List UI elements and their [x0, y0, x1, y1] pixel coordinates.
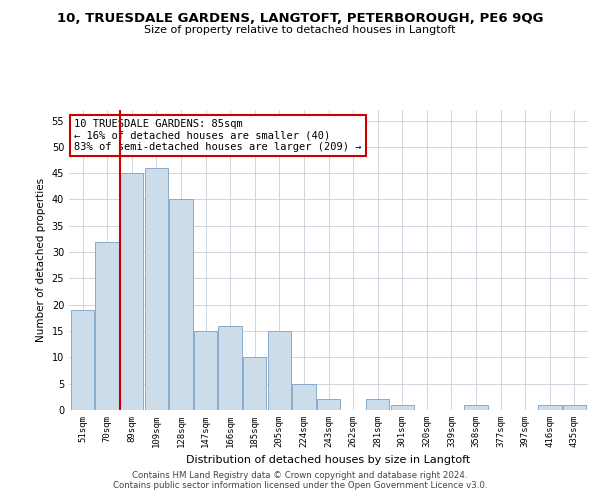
- Bar: [194, 331, 217, 410]
- Text: Contains public sector information licensed under the Open Government Licence v3: Contains public sector information licen…: [113, 481, 487, 490]
- Bar: [292, 384, 316, 410]
- Text: Contains HM Land Registry data © Crown copyright and database right 2024.: Contains HM Land Registry data © Crown c…: [132, 471, 468, 480]
- X-axis label: Distribution of detached houses by size in Langtoft: Distribution of detached houses by size …: [187, 456, 470, 466]
- Text: 10, TRUESDALE GARDENS, LANGTOFT, PETERBOROUGH, PE6 9QG: 10, TRUESDALE GARDENS, LANGTOFT, PETERBO…: [57, 12, 543, 26]
- Bar: [366, 400, 389, 410]
- Bar: [243, 358, 266, 410]
- Text: 10 TRUESDALE GARDENS: 85sqm
← 16% of detached houses are smaller (40)
83% of sem: 10 TRUESDALE GARDENS: 85sqm ← 16% of det…: [74, 119, 362, 152]
- Bar: [538, 404, 562, 410]
- Y-axis label: Number of detached properties: Number of detached properties: [36, 178, 46, 342]
- Bar: [169, 200, 193, 410]
- Bar: [317, 400, 340, 410]
- Text: Size of property relative to detached houses in Langtoft: Size of property relative to detached ho…: [144, 25, 456, 35]
- Bar: [268, 331, 291, 410]
- Bar: [218, 326, 242, 410]
- Bar: [120, 173, 143, 410]
- Bar: [95, 242, 119, 410]
- Bar: [145, 168, 168, 410]
- Bar: [563, 404, 586, 410]
- Bar: [464, 404, 488, 410]
- Bar: [71, 310, 94, 410]
- Bar: [391, 404, 414, 410]
